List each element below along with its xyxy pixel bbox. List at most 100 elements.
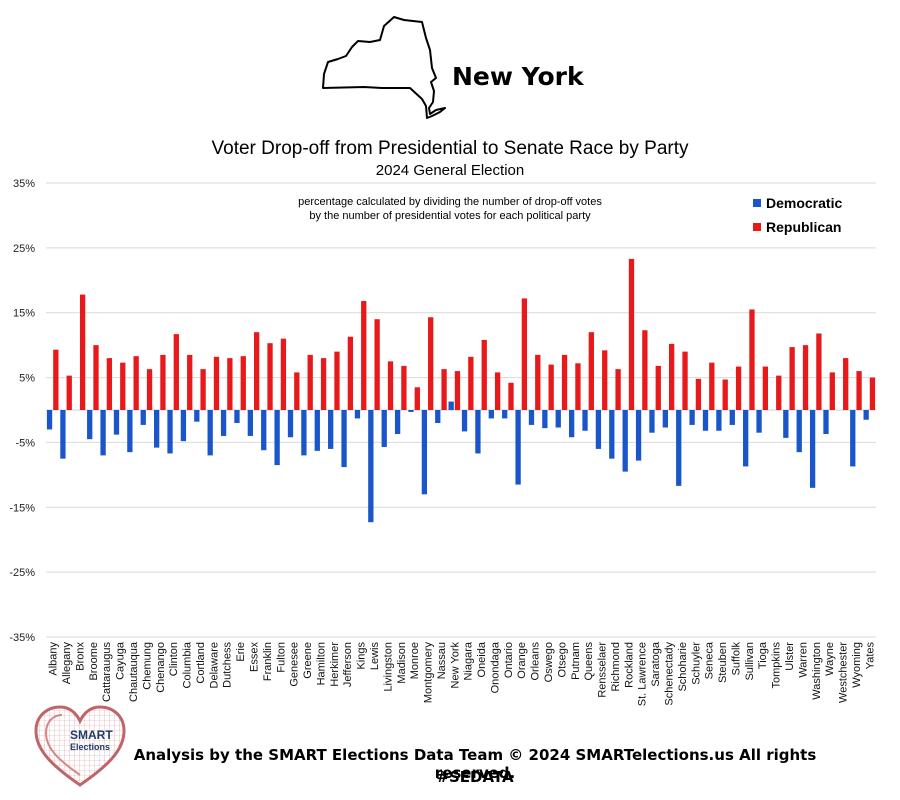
x-tick-label: Ontario (503, 642, 515, 678)
bar-republican (294, 372, 300, 410)
x-tick-label: Seneca (704, 641, 716, 679)
x-tick-label: Washington (811, 642, 823, 700)
bar-democratic (475, 410, 481, 454)
bar-democratic (515, 410, 521, 485)
bar-democratic (100, 410, 106, 456)
bar-democratic (381, 410, 387, 447)
bar-republican (722, 379, 728, 410)
y-tick-label: -35% (9, 632, 35, 644)
bar-republican (361, 301, 367, 410)
bar-republican (682, 351, 688, 410)
x-tick-label: Chautauqua (128, 641, 140, 702)
bar-democratic (689, 410, 695, 425)
bar-democratic (502, 410, 508, 419)
bar-republican (93, 345, 99, 410)
bar-democratic (261, 410, 267, 451)
bar-republican (66, 375, 72, 410)
bar-democratic (809, 410, 816, 488)
bar-republican (856, 371, 862, 410)
bar-republican (213, 356, 220, 410)
bar-democratic (528, 410, 535, 425)
bar-republican (441, 369, 447, 410)
bar-democratic (140, 410, 146, 425)
x-tick-label: Steuben (717, 642, 729, 683)
logo-line1: SMART (70, 728, 113, 742)
x-tick-label: Otsego (556, 642, 568, 677)
bar-republican (789, 347, 795, 410)
bar-democratic (461, 410, 468, 432)
x-tick-label: Clinton (168, 642, 180, 676)
x-tick-label: Saratoga (650, 641, 662, 687)
x-tick-label: Westchester (838, 642, 850, 703)
x-tick-label: Jefferson (342, 642, 354, 687)
bar-democratic (676, 410, 682, 486)
x-tick-label: Orleans (530, 642, 542, 681)
bar-democratic (716, 410, 722, 431)
logo-line2: Elections (70, 742, 111, 752)
bar-democratic (394, 410, 401, 434)
x-tick-label: Yates (864, 642, 876, 670)
bar-republican (628, 258, 635, 410)
bar-republican (816, 333, 822, 410)
x-tick-label: Ulster (784, 642, 796, 671)
bar-democratic (796, 410, 802, 453)
x-tick-label: Albany (48, 642, 60, 676)
x-tick-label: Sullivan (744, 642, 756, 681)
bar-republican (802, 345, 809, 410)
bar-democratic (46, 410, 53, 430)
x-tick-label: Oneida (476, 641, 488, 677)
y-tick-label: 35% (13, 178, 35, 190)
bar-democratic (167, 410, 173, 454)
bar-democratic (287, 410, 294, 438)
bar-democratic (568, 410, 575, 438)
legend-swatch-democratic (753, 199, 761, 207)
bar-republican (843, 358, 849, 410)
x-tick-label: Erie (235, 642, 247, 662)
bar-democratic (555, 410, 561, 428)
chart-subtitle: 2024 General Election (375, 162, 525, 179)
bar-democratic (314, 410, 320, 451)
bar-republican (334, 351, 340, 410)
x-tick-label: Monroe (409, 642, 421, 679)
bar-republican (227, 358, 233, 410)
legend-swatch-republican (753, 223, 761, 231)
x-tick-label: Herkimer (329, 642, 341, 687)
bar-democratic (622, 410, 628, 472)
bar-democratic (609, 410, 615, 459)
bar-republican (735, 366, 742, 410)
bar-republican (762, 366, 769, 410)
bar-republican (267, 343, 273, 410)
chart-note-line2: by the number of presidential votes for … (309, 210, 591, 222)
x-tick-label: Franklin (262, 642, 274, 681)
bar-democratic (113, 410, 120, 435)
bar-democratic (274, 410, 280, 466)
x-tick-label: Chenango (155, 642, 167, 693)
legend-label-republican: Republican (766, 219, 842, 235)
bar-republican (494, 372, 501, 410)
bar-republican (187, 354, 193, 410)
bar-republican (173, 334, 179, 410)
bar-republican (428, 317, 434, 410)
x-tick-label: Allegany (61, 642, 73, 685)
state-title: New York (452, 62, 584, 91)
y-tick-label: 25% (13, 243, 35, 255)
y-tick-label: 15% (13, 308, 35, 320)
bar-democratic (301, 410, 307, 456)
x-tick-label: New York (449, 642, 461, 689)
x-tick-label: Onondaga (489, 641, 501, 693)
bar-democratic (823, 410, 829, 434)
x-tick-label: Wayne (824, 642, 836, 676)
legend-item-democratic: Democratic (753, 195, 842, 211)
bar-republican (669, 343, 675, 410)
y-tick-label: -5% (15, 437, 35, 449)
bar-republican (468, 356, 474, 410)
x-tick-label: Cortland (195, 642, 207, 684)
bar-republican (240, 356, 246, 410)
bar-republican (869, 377, 876, 410)
bar-republican (749, 309, 755, 410)
bar-republican (146, 369, 153, 410)
bar-republican (508, 382, 514, 410)
bar-republican (548, 364, 554, 410)
bar-democratic (60, 410, 66, 459)
